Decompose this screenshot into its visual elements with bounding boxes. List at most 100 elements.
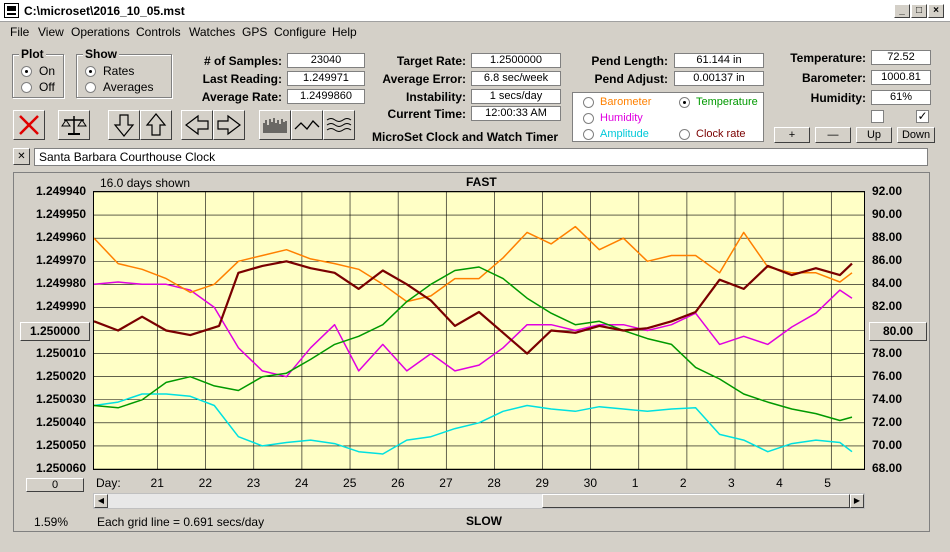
plot-on-radio[interactable] [21,66,32,77]
x-tick-label: 23 [246,476,261,490]
balance-scale-icon [61,116,87,135]
percent-label: 1.59% [34,515,69,529]
x-tick-label: 29 [535,476,549,490]
app-name-label: MicroSet Clock and Watch Timer [372,130,559,144]
scroll-left-button[interactable] [181,110,213,140]
y-right-tick-label: 86.00 [872,253,903,268]
average-rate-label: Average Rate: [201,90,282,104]
pend-adjust-label: Pend Adjust: [594,72,668,86]
wave-icon [326,118,352,132]
x-tick-label: 5 [824,476,831,490]
line-view-button[interactable] [291,110,323,140]
scroll-down-button[interactable] [108,110,140,140]
down-button[interactable]: Down [897,127,935,143]
target-rate-value[interactable]: 1.2500000 [471,53,561,68]
y-right-tick-label: 92.00 [872,184,903,198]
x-tick-label: 28 [487,476,501,490]
up-arrow-icon [145,113,167,136]
clear-button[interactable] [13,110,45,140]
channel-selector: Barometer Temperature Humidity Amplitude… [572,92,764,142]
barometer-reading-value: 1000.81 [871,70,931,85]
y-left-tick-label: 1.249970 [35,253,86,268]
y-left-tick-label: 1.249950 [35,207,86,222]
menu-watches[interactable]: Watches [189,25,236,39]
last-reading-label: Last Reading: [202,72,282,86]
average-error-label: Average Error: [382,72,466,86]
chart-svg [93,191,864,470]
x-tick-label: 2 [679,476,687,490]
series-line-clock-rate [93,260,853,355]
scroll-right-button[interactable] [213,110,245,140]
temperature-label: Temperature [696,96,758,108]
scroll-left-arrow-icon[interactable]: ◀ [94,494,108,508]
scroll-up-button[interactable] [140,110,172,140]
x-tick-label: 1 [631,476,639,490]
amplitude-radio[interactable] [583,129,594,140]
day-label: Day: [96,476,121,490]
amplitude-label: Amplitude [600,128,649,140]
option-checkbox-1[interactable] [871,110,884,123]
plot-area[interactable] [93,191,865,470]
humidity-radio[interactable] [583,113,594,124]
menu-gps[interactable]: GPS [242,25,268,39]
minus-button[interactable]: — [815,127,851,143]
y-left-tick-label: 1.249980 [35,276,86,291]
graph-scrollbar[interactable]: ◀ ▶ [93,493,865,509]
offset-button[interactable]: 0 [26,478,84,492]
option-checkbox-2[interactable]: ✓ [916,109,929,123]
average-rate-value: 1.2499860 [287,89,365,104]
show-rates-radio[interactable] [85,66,96,77]
maximize-button[interactable]: □ [911,4,927,18]
plus-button[interactable]: + [774,127,810,143]
menu-operations[interactable]: Operations [71,25,130,39]
center-rate-button[interactable]: 1.250000 [20,322,90,341]
y-right-tick-label: 78.00 [872,345,903,360]
y-right-tick-label: 72.00 [872,414,903,429]
barometer-label: Barometer [600,96,652,108]
y-right-tick-label: 88.00 [872,230,903,245]
plot-group: Plot On Off [12,47,64,98]
menu-controls[interactable]: Controls [136,25,181,39]
close-clock-button[interactable]: ✕ [13,148,30,165]
y-left-tick-label: 1.250030 [35,391,86,406]
show-group: Show Rates Averages [76,47,172,98]
line-graph-icon [294,120,320,130]
bar-view-button[interactable] [259,110,291,140]
current-time-label: Current Time: [387,107,466,121]
fast-label: FAST [466,175,497,189]
balance-button[interactable] [58,110,90,140]
series-line-amplitude [93,393,853,455]
window-title: C:\microset\2016_10_05.mst [24,4,185,18]
temperature-radio[interactable] [679,97,690,108]
barometer-reading-label: Barometer: [801,71,866,85]
scroll-right-arrow-icon[interactable]: ▶ [850,494,864,508]
bar-graph-icon [263,118,287,133]
clock-name-field[interactable]: Santa Barbara Courthouse Clock [34,148,928,166]
scroll-thumb[interactable] [542,494,850,508]
y-right-tick-label: 74.00 [872,391,903,406]
x-tick-label: 30 [583,476,597,490]
menu-help[interactable]: Help [332,25,357,39]
minimize-button[interactable]: _ [894,4,910,18]
red-x-icon [19,115,39,135]
show-averages-label: Averages [103,80,154,94]
pend-length-value[interactable]: 61.144 in [674,53,764,68]
y-right-tick-label: 90.00 [872,207,903,222]
menu-file[interactable]: File [10,25,30,39]
plot-off-radio[interactable] [21,82,32,93]
menu-view[interactable]: View [38,25,64,39]
menu-configure[interactable]: Configure [274,25,327,39]
average-error-value: 6.8 sec/week [471,71,561,86]
right-arrow-icon [217,114,241,136]
barometer-radio[interactable] [583,97,594,108]
close-window-button[interactable]: × [928,4,944,18]
days-shown-label: 16.0 days shown [100,176,191,190]
up-button[interactable]: Up [856,127,892,143]
app-icon[interactable] [4,3,19,18]
y-left-tick-label: 1.250060 [35,461,86,475]
y-left-tick-label: 1.250040 [35,414,86,429]
wave-view-button[interactable] [323,110,355,140]
center-env-button[interactable]: 80.00 [869,322,927,341]
clock-rate-radio[interactable] [679,129,690,140]
show-averages-radio[interactable] [85,82,96,93]
